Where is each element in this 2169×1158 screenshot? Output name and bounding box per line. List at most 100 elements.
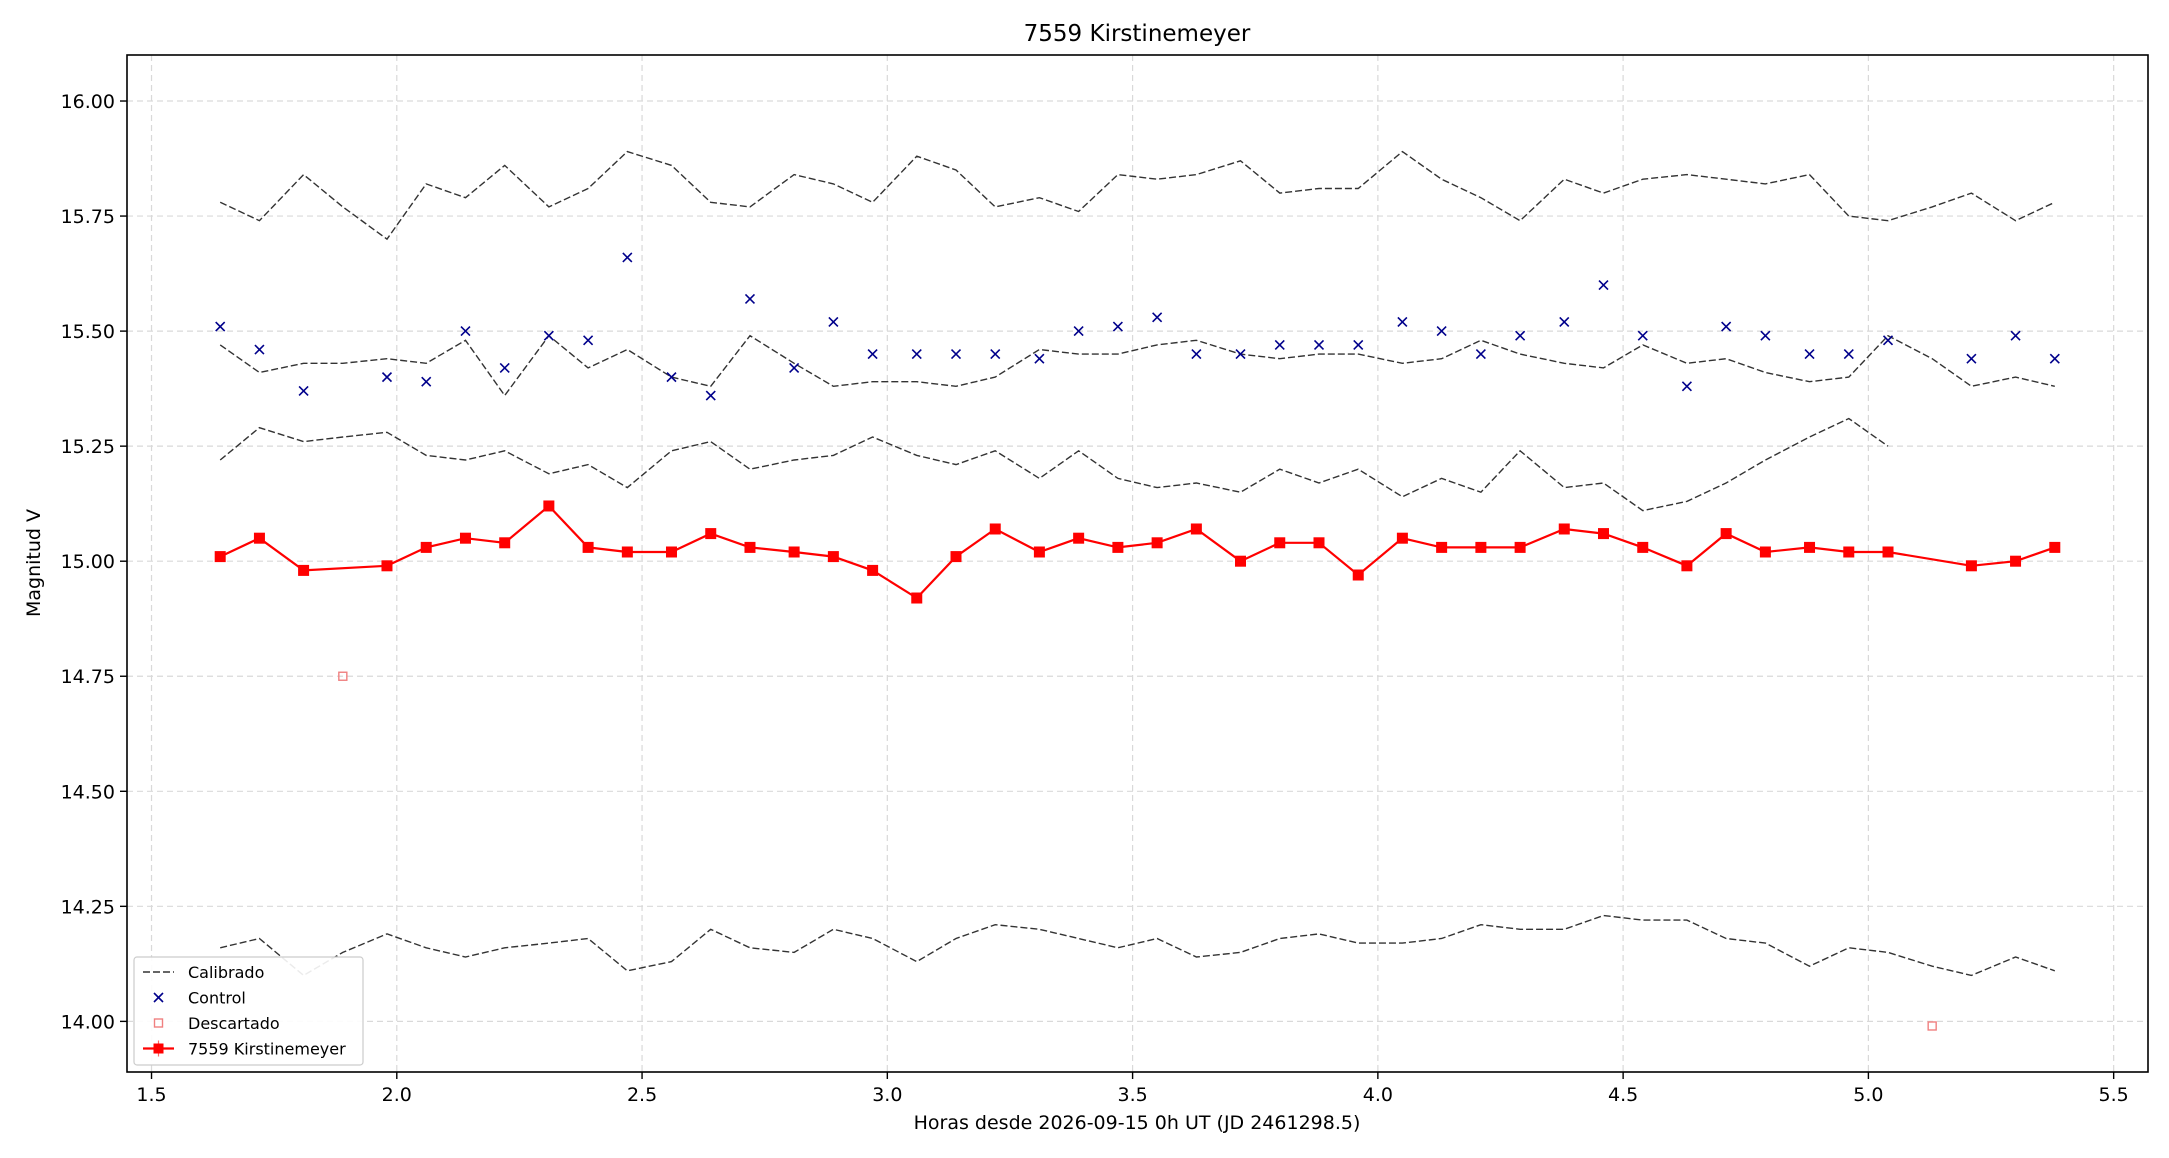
x-axis-label: Horas desde 2026-09-15 0h UT (JD 2461298…	[914, 1112, 1361, 1134]
y-tick-label: 14.00	[61, 1011, 115, 1033]
control-point	[744, 293, 756, 304]
x-tick-label: 2.5	[627, 1084, 657, 1106]
control-point	[381, 372, 393, 383]
target-point	[1598, 528, 1610, 540]
control-point	[1475, 349, 1486, 360]
x-tick-label: 4.0	[1363, 1084, 1393, 1106]
y-tick-label: 15.00	[61, 551, 115, 573]
control-point	[1760, 330, 1771, 341]
grid	[127, 55, 2148, 1072]
calibrated-line	[220, 914, 2056, 977]
calibrated-line	[219, 150, 2056, 241]
target-point	[1033, 546, 1045, 558]
legend-marker	[153, 1043, 164, 1054]
target-point	[214, 551, 226, 563]
legend-item-discarded: Descartado	[153, 1014, 280, 1033]
control-point	[1843, 349, 1854, 360]
control-point	[1274, 339, 1285, 350]
target-point	[1396, 532, 1408, 544]
control-point	[460, 326, 471, 337]
y-tick-label: 15.50	[61, 321, 115, 343]
control-point	[705, 390, 716, 401]
target-point	[744, 541, 756, 553]
target-point	[827, 551, 839, 563]
control-point	[1681, 381, 1692, 392]
target-line	[219, 504, 2056, 600]
control-point	[1966, 353, 1977, 364]
calibrated-line	[219, 334, 2055, 397]
target-point	[1759, 546, 1771, 558]
control-point	[1559, 316, 1570, 327]
target-point	[459, 532, 471, 544]
legend-item-control: Control	[153, 989, 246, 1008]
y-axis-label: Magnitud V	[23, 509, 45, 617]
chart-title: 7559 Kirstinemeyer	[1024, 21, 1251, 47]
control-point	[1034, 353, 1045, 364]
x-tick-label: 4.5	[1608, 1084, 1638, 1106]
control-point	[215, 321, 226, 332]
control-point	[1112, 321, 1123, 332]
target-point	[381, 560, 393, 572]
target-point	[665, 546, 677, 558]
plot-series	[214, 150, 2061, 1031]
target-point	[1965, 560, 1977, 572]
legend: Calibrado Control Descartado 7559 Kirstinem…	[133, 956, 364, 1066]
target-point	[1352, 569, 1364, 581]
legend-label: Calibrado	[188, 963, 264, 982]
target-point	[1558, 523, 1570, 535]
control-point	[1313, 339, 1325, 350]
target-point	[788, 546, 800, 558]
target-point	[1313, 537, 1325, 549]
discarded-point	[338, 671, 348, 681]
control-point	[583, 335, 594, 346]
x-tick-label: 1.5	[136, 1084, 166, 1106]
target-point	[2010, 555, 2022, 567]
target-point	[950, 551, 962, 563]
target-point	[989, 523, 1001, 535]
target-point	[543, 500, 555, 512]
control-point	[1721, 321, 1732, 332]
control-point	[1353, 339, 1364, 350]
x-tick-label: 5.0	[1853, 1084, 1883, 1106]
legend-item-calibrated: Calibrado	[143, 963, 264, 982]
y-tick-label: 14.50	[61, 781, 115, 803]
y-tick-label: 16.00	[61, 91, 115, 113]
control-point	[911, 349, 922, 360]
y-axis: 14.00 14.25 14.50 14.75 15.00 15.25 15.50 15.75…	[61, 91, 127, 1033]
control-point	[1637, 330, 1648, 341]
control-point	[298, 385, 309, 396]
target-point	[705, 528, 717, 540]
y-tick-label: 14.25	[61, 896, 115, 918]
control-point	[622, 252, 633, 263]
target-point	[1720, 528, 1732, 540]
control-point	[421, 376, 432, 387]
target-point	[1681, 560, 1693, 572]
target-point	[1235, 555, 1247, 567]
control-point	[990, 349, 1001, 360]
x-tick-label: 2.0	[382, 1084, 412, 1106]
target-point	[420, 541, 432, 553]
legend-label: Descartado	[188, 1014, 280, 1033]
target-point	[582, 541, 594, 553]
plot-frame	[126, 54, 2149, 1073]
target-point	[1882, 546, 1894, 558]
target-point	[499, 537, 511, 549]
legend-label: Control	[188, 989, 246, 1008]
y-tick-label: 14.75	[61, 666, 115, 688]
target-point	[253, 532, 265, 544]
target-point	[1073, 532, 1085, 544]
legend-item-target: 7559 Kirstinemeyer	[143, 1040, 346, 1059]
legend-swatch	[153, 1018, 164, 1028]
x-tick-label: 3.0	[872, 1084, 902, 1106]
control-point	[2010, 330, 2021, 341]
target-point	[1843, 546, 1855, 558]
target-point	[1190, 523, 1202, 535]
x-tick-label: 5.5	[2099, 1084, 2129, 1106]
target-point	[1514, 541, 1526, 553]
target-point	[1112, 541, 1124, 553]
control-point	[1397, 316, 1408, 327]
control-point	[1598, 280, 1609, 291]
calibrated-line	[219, 417, 1889, 512]
target-point	[2049, 541, 2061, 553]
